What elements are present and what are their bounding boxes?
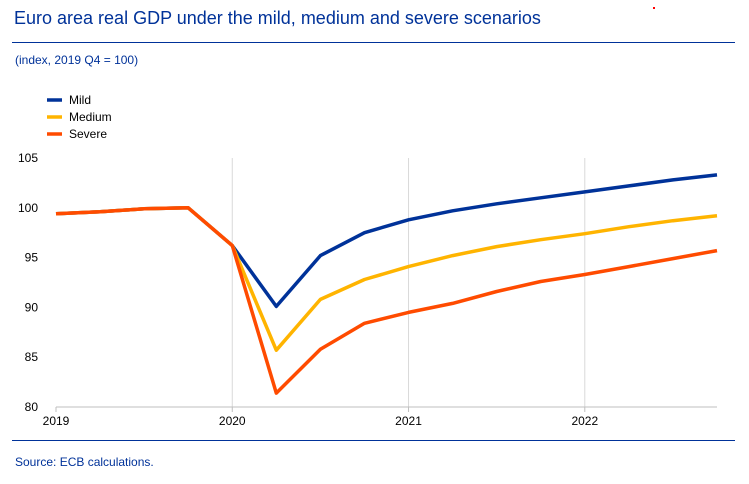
gridlines	[231, 158, 586, 407]
title-divider	[12, 42, 735, 43]
y-tick-label-90: 90	[25, 300, 39, 314]
y-tick-label-80: 80	[25, 400, 39, 414]
red-dot-mark	[653, 7, 655, 9]
legend-label-severe: Severe	[69, 127, 107, 141]
y-tick-label-95: 95	[25, 251, 39, 265]
x-tick-label-2019: 2019	[43, 414, 70, 428]
footer-divider	[12, 440, 735, 441]
series-lines	[55, 173, 718, 395]
series-line-mild	[55, 173, 718, 309]
legend: Mild Medium Severe	[47, 93, 112, 141]
x-tick-label-2022: 2022	[571, 414, 598, 428]
legend-label-mild: Mild	[69, 93, 91, 107]
y-tick-label-105: 105	[18, 151, 38, 165]
series-line-medium	[55, 206, 718, 352]
y-tick-label-100: 100	[18, 201, 38, 215]
chart-subtitle: (index, 2019 Q4 = 100)	[15, 53, 139, 67]
x-tick-label-2021: 2021	[395, 414, 422, 428]
source-note: Source: ECB calculations.	[15, 455, 154, 469]
series-line-severe	[55, 206, 718, 395]
legend-label-medium: Medium	[69, 110, 112, 124]
axes: 2019 2020 2021 2022 80 85 90 95 100 105	[18, 151, 717, 428]
chart-title: Euro area real GDP under the mild, mediu…	[14, 8, 541, 28]
x-tick-label-2020: 2020	[219, 414, 246, 428]
y-tick-label-85: 85	[25, 350, 39, 364]
